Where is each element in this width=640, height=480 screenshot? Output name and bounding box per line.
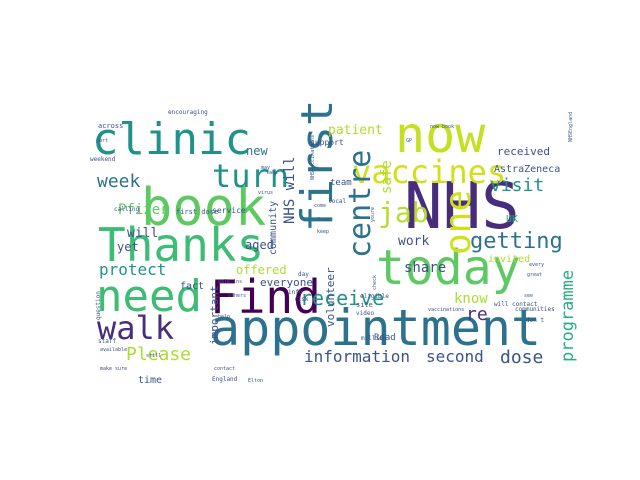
word-protect: protect (99, 260, 166, 279)
word-thanks: Thanks (98, 218, 264, 272)
word-elton: Elton (248, 378, 263, 384)
word-work: work (398, 234, 429, 249)
word-across: across (98, 122, 123, 130)
word-astrazeneca: AstraZeneca (494, 164, 560, 175)
word-programme: programme (558, 270, 578, 362)
word-communities: communities (515, 306, 555, 313)
word-team: team (330, 178, 352, 188)
word-million: million (361, 335, 387, 342)
word-dose: dose (500, 347, 543, 368)
word-still: still (146, 353, 161, 359)
word-question: question (95, 291, 102, 320)
word-part: part (96, 138, 108, 144)
word-youre: youre (370, 207, 376, 222)
word-re: re (466, 304, 488, 325)
word-virus: virus (258, 190, 273, 196)
word-second: second (426, 347, 484, 366)
word-encouraging: encouraging (168, 109, 208, 116)
word-support: support (310, 138, 344, 147)
word-need: need (96, 271, 202, 322)
word-eligible: eligible (360, 293, 389, 300)
word-nhsengland: NHSEngland (568, 112, 574, 142)
word-fact: fact (180, 281, 204, 292)
word-free: free (317, 217, 329, 223)
word-information: information (304, 347, 410, 366)
word-uk: UK (506, 214, 518, 225)
word-contact: contact (214, 366, 235, 372)
word-safe: safe (379, 160, 395, 194)
word-know: know (454, 291, 488, 307)
word-risk: risk (294, 296, 309, 303)
word-come: come (314, 203, 326, 209)
word-invited: invited (488, 254, 530, 265)
word-clinic: clinic (92, 114, 251, 165)
word-first-dose: first dose (176, 208, 218, 216)
word-day: day (298, 271, 309, 278)
word-visit: visit (490, 175, 544, 196)
word-every: every (529, 262, 544, 268)
word-now-book: now book (430, 124, 454, 130)
word-will: will (127, 226, 158, 241)
word-now: now (395, 106, 486, 164)
word-weekend: weekend (90, 156, 116, 163)
word-may: may (261, 165, 270, 171)
word-walk-ins: walk ins (218, 279, 242, 285)
word-today: today (376, 240, 521, 296)
word-vaccinations: vaccinations (428, 307, 464, 313)
word-vaccines: vaccines (352, 153, 506, 191)
word-local: local (328, 198, 346, 205)
word-community: community (268, 201, 279, 255)
word-aged: aged (245, 238, 274, 252)
word-help: help (218, 314, 230, 320)
word-gp: GP (406, 138, 412, 144)
word-offered: offered (236, 263, 287, 277)
word-calling: calling (114, 206, 140, 213)
word-staff: staff (98, 338, 116, 345)
word-find: Find (210, 270, 321, 324)
word-england: England (212, 376, 238, 383)
word-see: see (524, 293, 533, 299)
word-please: Please (126, 344, 191, 365)
word-important: important (208, 285, 221, 345)
word-everyone: everyone (260, 276, 313, 289)
word-yet: yet (117, 240, 139, 254)
word-nhsvaccinations: NHSvaccinations (310, 135, 316, 180)
word-one: one (438, 190, 479, 255)
word-centre: centre (343, 150, 378, 258)
word-patient: patient (328, 123, 383, 138)
word-video: video (356, 310, 374, 317)
word-walk: walk (97, 309, 174, 347)
word-don-t: don t (526, 317, 544, 324)
word-nhs-will: NHS will (282, 157, 298, 224)
word-site: site (356, 301, 373, 309)
word-appointment: appointment (210, 299, 541, 357)
word-pfizer: Pfizer (118, 202, 169, 218)
word-share: share (404, 260, 446, 276)
word-will-contact: will contact (494, 301, 538, 308)
word-turn: turn (212, 157, 289, 195)
word-make-sure: make sure (100, 366, 127, 372)
word-receive: receive (300, 286, 384, 310)
word-service: service (212, 206, 246, 215)
word-available: available (100, 347, 127, 353)
word-book: book (141, 178, 266, 238)
word-great: great (527, 272, 542, 278)
word-info: info (288, 289, 303, 296)
word-take: take (266, 170, 278, 176)
word-keep: keep (317, 229, 329, 235)
word-first: first (292, 100, 343, 232)
word-volunteer: volunteer (324, 267, 337, 327)
word-check: check (372, 275, 378, 290)
word-time: time (138, 375, 162, 386)
word-getting: getting (470, 229, 563, 254)
word-others: others (228, 293, 246, 299)
word-nhs: NHS (404, 170, 520, 244)
word-received: received (497, 145, 550, 158)
word-jab: jab (378, 196, 429, 229)
word-week: week (97, 171, 141, 192)
word-read: Read (374, 333, 396, 343)
word-new: new (246, 144, 268, 158)
